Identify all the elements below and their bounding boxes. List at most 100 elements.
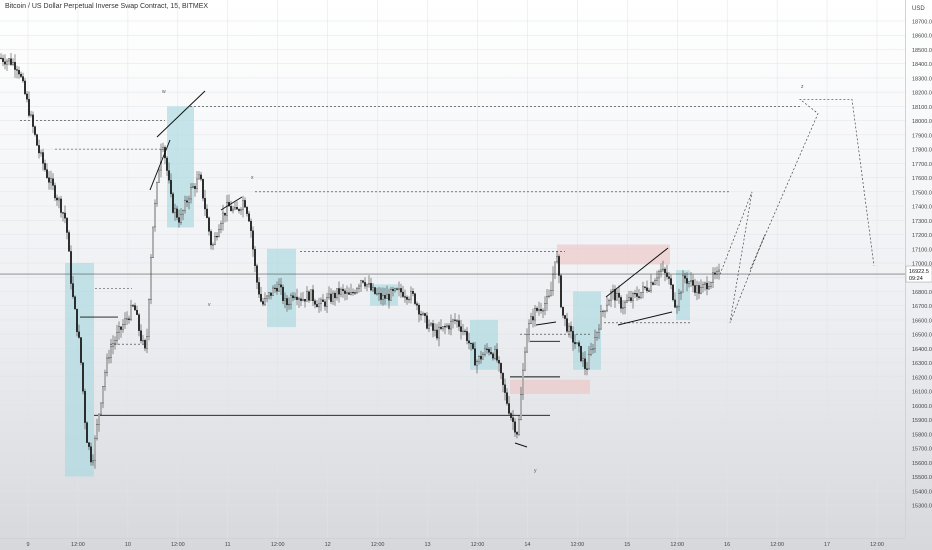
candle-body	[648, 290, 650, 292]
candle-body	[246, 207, 248, 214]
candle-body	[290, 295, 292, 305]
candle-body	[666, 272, 668, 277]
price-tick-label: 18300.0	[912, 76, 932, 82]
candle-body	[302, 299, 304, 301]
candle-body	[56, 197, 58, 201]
candle-body	[668, 276, 670, 279]
price-tick-label: 16400.0	[912, 347, 932, 353]
candle-body	[110, 346, 112, 358]
candle-body	[428, 324, 430, 329]
candle-body	[450, 320, 452, 330]
candle-body	[366, 284, 368, 287]
trend-line	[220, 196, 243, 211]
candle-body	[106, 357, 108, 374]
price-tick-label: 15900.0	[912, 418, 932, 424]
candle-body	[398, 288, 400, 290]
candle-body	[496, 349, 498, 361]
candle-body	[400, 288, 402, 293]
price-tick-label: 16700.0	[912, 304, 932, 310]
candle-body	[602, 310, 604, 313]
candle-body	[718, 269, 720, 272]
candle-body	[100, 402, 102, 415]
candle-body	[546, 296, 548, 304]
candle-body	[124, 318, 126, 325]
candle-body	[462, 330, 464, 332]
candle-body	[216, 236, 218, 238]
candle-body	[486, 348, 488, 350]
candle-body	[394, 288, 396, 291]
candle-body	[140, 330, 142, 341]
candle-body	[98, 413, 100, 425]
candle-body	[362, 280, 364, 283]
candle-body	[102, 386, 104, 404]
candle-body	[558, 256, 560, 276]
price-tick-label: 18200.0	[912, 91, 932, 97]
candle-body	[272, 287, 274, 296]
candle-body	[382, 295, 384, 300]
candle-body	[220, 223, 222, 230]
candle-body	[426, 315, 428, 329]
candle-body	[658, 271, 660, 279]
candle-body	[416, 303, 418, 306]
candle-body	[374, 287, 376, 294]
chart-title: Bitcoin / US Dollar Perpetual Inverse Sw…	[5, 3, 209, 10]
price-tick-label: 17700.0	[912, 162, 932, 168]
candle-body	[690, 280, 692, 283]
price-tick-label: 17900.0	[912, 133, 932, 139]
candle-body	[192, 186, 194, 188]
candle-body	[466, 331, 468, 341]
candle-body	[404, 296, 406, 298]
last-price-label: 16922.5	[909, 269, 929, 275]
candle-body	[686, 278, 688, 284]
candle-body	[520, 394, 522, 420]
candle-body	[198, 174, 200, 180]
candle-body	[118, 326, 120, 333]
candle-body	[112, 343, 114, 347]
candle-body	[654, 280, 656, 285]
candle-body	[618, 292, 620, 298]
wave-label: x	[251, 175, 254, 181]
trend-line	[605, 247, 669, 298]
candle-body	[640, 292, 642, 298]
candle-body	[324, 301, 326, 307]
candle-body	[284, 298, 286, 301]
time-tick-label: 12:00	[870, 542, 884, 548]
candle-body	[76, 308, 78, 332]
candle-body	[528, 323, 530, 335]
candle-body	[550, 290, 552, 297]
candle-body	[86, 422, 88, 443]
candle-body	[592, 348, 594, 350]
wave-label: y	[534, 468, 537, 474]
candle-body	[244, 200, 246, 208]
candle-body	[138, 314, 140, 331]
candle-body	[632, 293, 634, 301]
candle-body	[22, 76, 24, 82]
candle-body	[348, 292, 350, 295]
candle-body	[80, 337, 82, 363]
candle-body	[538, 309, 540, 311]
candle-body	[84, 391, 86, 423]
price-tick-label: 16600.0	[912, 318, 932, 324]
candle-body	[524, 351, 526, 371]
candle-body	[116, 332, 118, 341]
candle-body	[180, 213, 182, 223]
candle-body	[526, 334, 528, 353]
price-tick-label: 18700.0	[912, 20, 932, 26]
candle-body	[90, 446, 92, 463]
candle-body	[238, 209, 240, 211]
projection-path	[719, 98, 875, 323]
candle-body	[370, 283, 372, 291]
candle-body	[670, 278, 672, 286]
candle-body	[656, 277, 658, 281]
candle-body	[154, 203, 156, 228]
candle-body	[498, 360, 500, 364]
time-tick-label: 12	[325, 542, 331, 548]
candle-body	[480, 355, 482, 360]
candle-body	[600, 311, 602, 330]
candle-body	[334, 292, 336, 299]
candle-body	[46, 169, 48, 178]
candle-body	[344, 290, 346, 294]
candle-body	[2, 58, 4, 62]
candle-body	[572, 331, 574, 343]
